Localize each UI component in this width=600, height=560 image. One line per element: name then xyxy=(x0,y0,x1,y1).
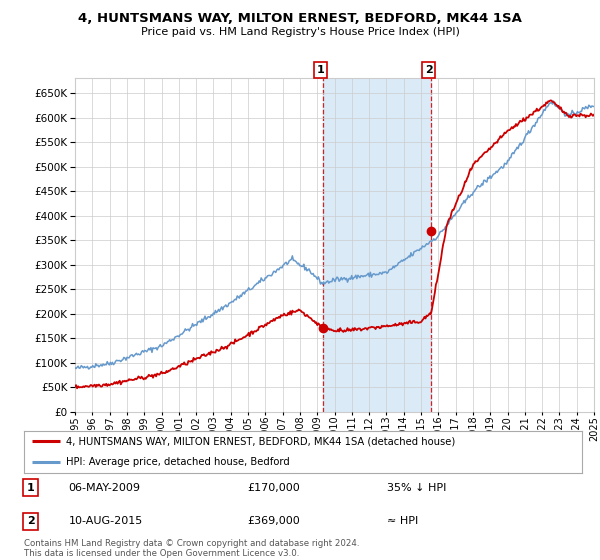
Text: 10-AUG-2015: 10-AUG-2015 xyxy=(68,516,143,526)
Text: 2: 2 xyxy=(425,65,433,75)
Bar xyxy=(323,78,431,412)
Text: Price paid vs. HM Land Registry's House Price Index (HPI): Price paid vs. HM Land Registry's House … xyxy=(140,27,460,37)
Text: £369,000: £369,000 xyxy=(247,516,300,526)
Text: 06-MAY-2009: 06-MAY-2009 xyxy=(68,483,140,493)
Text: 1: 1 xyxy=(317,65,325,75)
Text: ≈ HPI: ≈ HPI xyxy=(387,516,418,526)
Text: 4, HUNTSMANS WAY, MILTON ERNEST, BEDFORD, MK44 1SA (detached house): 4, HUNTSMANS WAY, MILTON ERNEST, BEDFORD… xyxy=(66,436,455,446)
Text: Contains HM Land Registry data © Crown copyright and database right 2024.
This d: Contains HM Land Registry data © Crown c… xyxy=(24,539,359,558)
Text: 4, HUNTSMANS WAY, MILTON ERNEST, BEDFORD, MK44 1SA: 4, HUNTSMANS WAY, MILTON ERNEST, BEDFORD… xyxy=(78,12,522,25)
Text: HPI: Average price, detached house, Bedford: HPI: Average price, detached house, Bedf… xyxy=(66,458,290,467)
Text: 35% ↓ HPI: 35% ↓ HPI xyxy=(387,483,446,493)
Text: 2: 2 xyxy=(27,516,35,526)
Text: 1: 1 xyxy=(27,483,35,493)
Text: £170,000: £170,000 xyxy=(247,483,300,493)
